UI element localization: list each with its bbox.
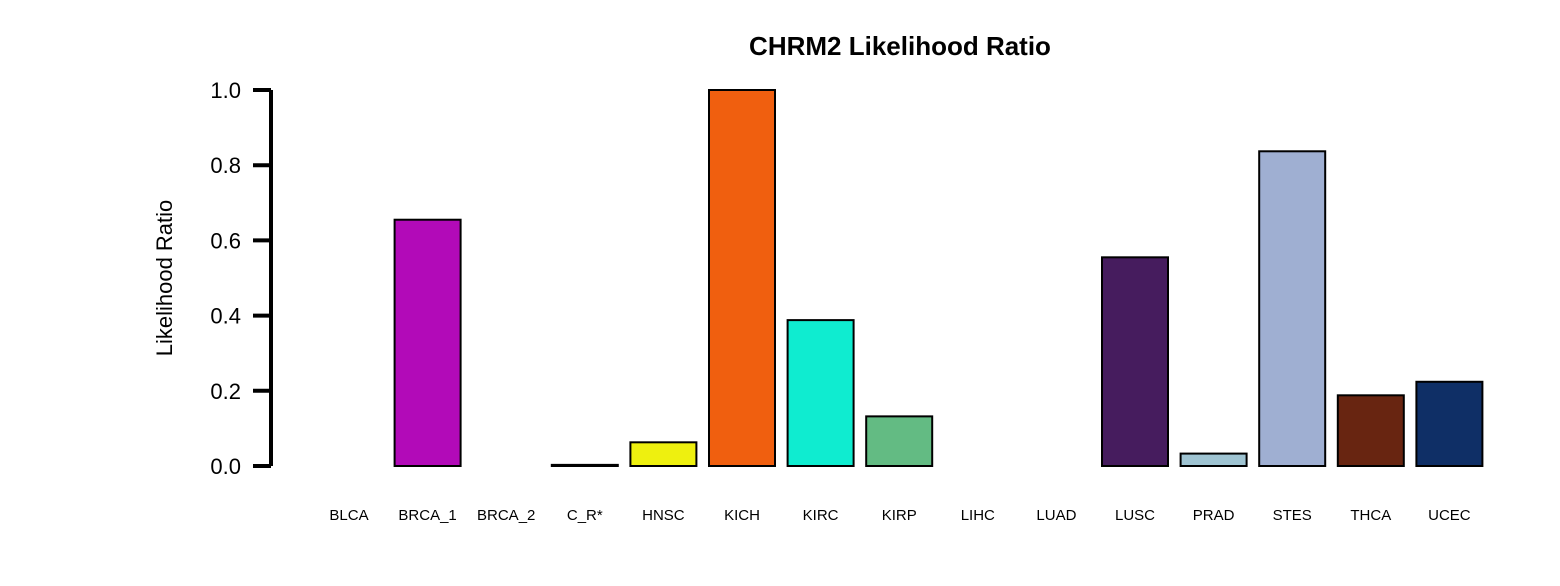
x-axis-ticks: BLCA BRCA_1 BRCA_2 C_R* HNSC KICH KIRC KIRP LIHC…: [329, 507, 1470, 524]
x-tick-label: BLCA: [329, 507, 368, 524]
bar-brca-1: [393, 218, 462, 467]
x-tick-label: LIHC: [961, 507, 995, 524]
y-axis-ticks: 0.0 0.2 0.4 0.6 0.8 1.0: [210, 78, 271, 479]
x-tick-label: KICH: [724, 507, 760, 524]
x-tick-label: BRCA_2: [477, 507, 535, 524]
y-tick-label: 0.2: [210, 379, 241, 404]
x-tick-label: C_R*: [567, 507, 603, 524]
x-tick-label: KIRC: [803, 507, 839, 524]
bar-hnsc: [629, 441, 698, 468]
x-tick-label: LUSC: [1115, 507, 1155, 524]
x-tick-label: KIRP: [882, 507, 917, 524]
x-tick-label: UCEC: [1428, 507, 1471, 524]
bar-c-r-: [550, 463, 619, 468]
bar-prad: [1179, 452, 1248, 468]
y-tick-label: 0.8: [210, 153, 241, 178]
bar-thca: [1336, 394, 1405, 468]
bars-group: [393, 89, 1484, 468]
bar-kirc: [786, 319, 855, 467]
y-axis-label: Likelihood Ratio: [152, 200, 177, 357]
y-tick-label: 0.0: [210, 454, 241, 479]
bar-kirp: [865, 415, 934, 468]
x-tick-label: STES: [1273, 507, 1312, 524]
x-tick-label: BRCA_1: [398, 507, 456, 524]
x-tick-label: PRAD: [1193, 507, 1235, 524]
x-tick-label: THCA: [1350, 507, 1391, 524]
x-tick-label: LUAD: [1036, 507, 1076, 524]
bar-kich: [708, 89, 776, 467]
bar-stes: [1258, 150, 1327, 467]
x-tick-label: HNSC: [642, 507, 685, 524]
bar-ucec: [1415, 380, 1484, 467]
bar-lusc: [1101, 256, 1169, 467]
y-tick-label: 1.0: [210, 78, 241, 103]
y-tick-label: 0.4: [210, 304, 241, 329]
y-tick-label: 0.6: [210, 228, 241, 253]
chart-title: CHRM2 Likelihood Ratio: [749, 31, 1051, 61]
